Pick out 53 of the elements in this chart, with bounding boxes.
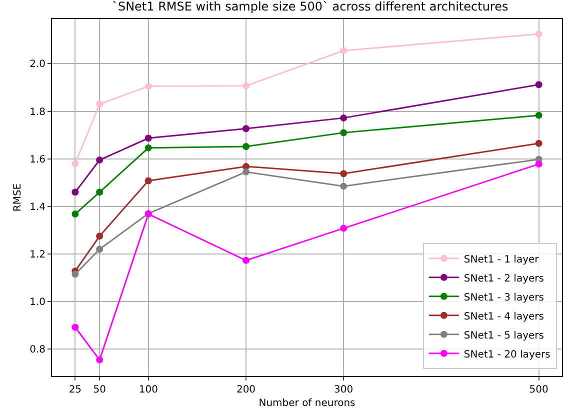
- y-axis-title: RMSE: [12, 183, 24, 212]
- legend-label: SNet1 - 1 layer: [464, 254, 540, 266]
- point: [340, 47, 348, 54]
- x-tick-label: 200: [236, 384, 256, 396]
- point: [535, 81, 542, 88]
- point: [340, 182, 348, 190]
- legend-label: SNet1 - 20 layers: [464, 349, 550, 360]
- x-tick-label: 25: [68, 384, 82, 396]
- y-tick-label: 1.0: [30, 297, 46, 308]
- point: [242, 256, 250, 264]
- point: [340, 170, 348, 178]
- x-tick-label: 50: [93, 384, 106, 396]
- point: [535, 160, 542, 168]
- y-tick-label: 1.8: [30, 106, 46, 118]
- point: [242, 82, 250, 90]
- point: [535, 140, 542, 147]
- point: [96, 188, 104, 196]
- point: [340, 129, 348, 136]
- x-tick-label: 500: [529, 384, 548, 396]
- y-tick-label: 0.8: [30, 344, 46, 356]
- point: [72, 188, 79, 196]
- x-tick-label: 100: [138, 384, 158, 396]
- legend-label: SNet1 - 4 layers: [464, 311, 544, 322]
- x-axis-title: Number of neurons: [258, 398, 356, 409]
- point: [144, 134, 152, 142]
- point: [242, 125, 250, 132]
- point: [72, 324, 79, 331]
- x-tick-label: 300: [334, 384, 354, 396]
- point: [144, 82, 152, 90]
- point: [340, 114, 348, 122]
- point: [72, 270, 79, 278]
- point: [535, 112, 542, 119]
- point: [96, 246, 104, 253]
- point: [72, 160, 79, 168]
- legend-label: SNet1 - 3 layers: [464, 292, 544, 304]
- point: [96, 232, 104, 240]
- y-tick-label: 1.4: [30, 202, 46, 213]
- y-tick-label: 1.6: [30, 154, 46, 166]
- point: [535, 30, 542, 38]
- point: [242, 168, 250, 176]
- point: [96, 100, 104, 108]
- point: [340, 224, 348, 232]
- legend-label: SNet1 - 2 layers: [464, 273, 544, 284]
- legend-label: SNet1 - 5 layers: [464, 330, 544, 342]
- point: [96, 156, 104, 164]
- y-tick-label: 2.0: [30, 59, 46, 70]
- point: [144, 144, 152, 152]
- y-tick-label: 1.2: [30, 249, 46, 260]
- point: [144, 177, 152, 184]
- point: [96, 356, 104, 364]
- chart-title: `SNet1 RMSE with sample size 500` across different architectures: [112, 0, 508, 14]
- point: [242, 142, 250, 150]
- point: [72, 210, 79, 218]
